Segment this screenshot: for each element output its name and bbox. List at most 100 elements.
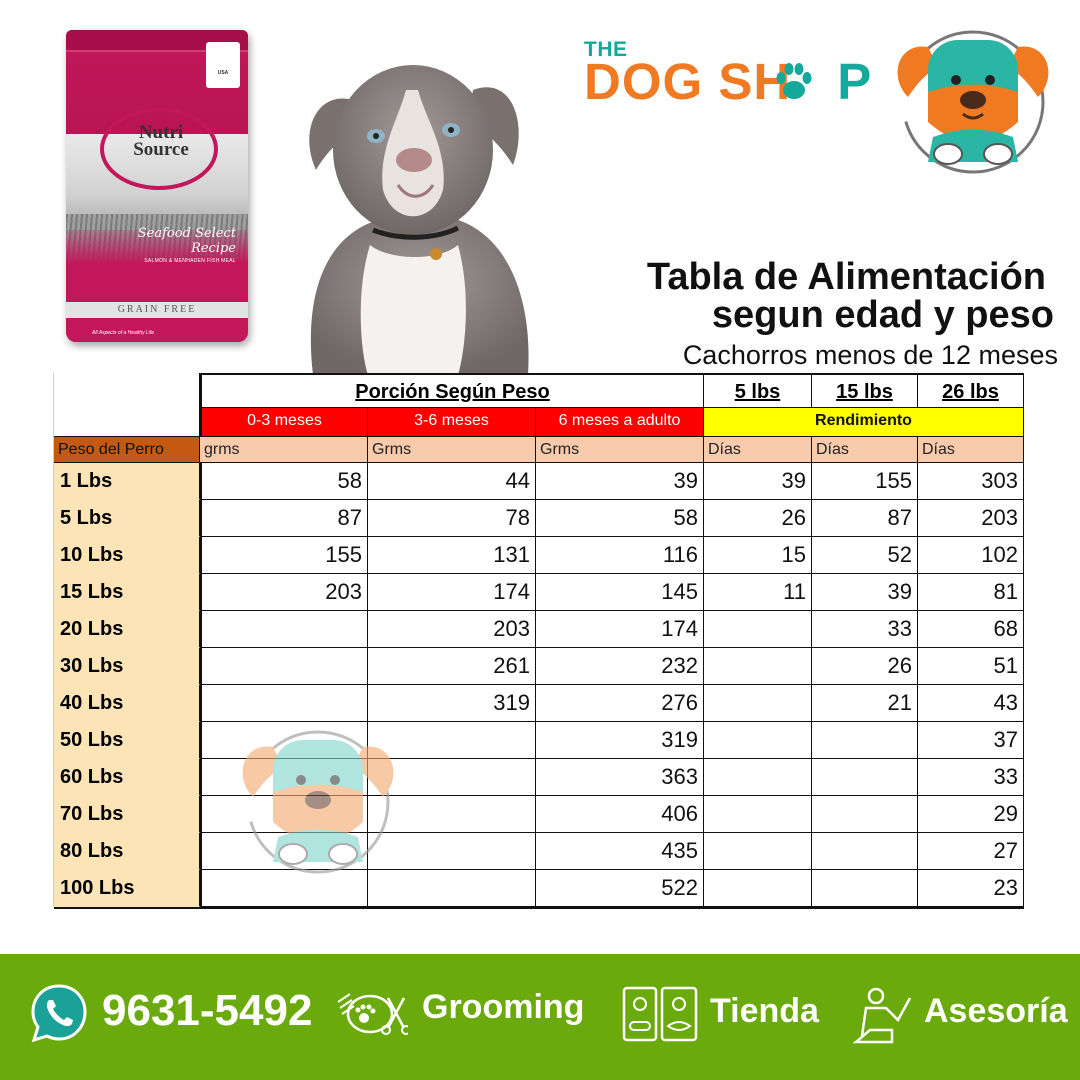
- table-cell: 319: [368, 685, 536, 722]
- row-label: 100 Lbs: [54, 870, 200, 907]
- table-cell: [704, 648, 812, 685]
- table-cell: 81: [918, 574, 1024, 611]
- table-cell: [812, 870, 918, 907]
- row-label: 1 Lbs: [54, 463, 200, 500]
- table-cell: 29: [918, 796, 1024, 833]
- table-bottom-border: [54, 907, 1024, 909]
- table-cell: 203: [918, 500, 1024, 537]
- whatsapp-icon[interactable]: [28, 982, 90, 1044]
- table-cell: 58: [536, 500, 704, 537]
- unit-header-5: Días: [812, 437, 918, 463]
- table-cell: 87: [812, 500, 918, 537]
- paw-icon: [776, 63, 812, 99]
- table-cell: [200, 685, 368, 722]
- table-cell: 145: [536, 574, 704, 611]
- table-cell: 303: [918, 463, 1024, 500]
- row-label: 60 Lbs: [54, 759, 200, 796]
- table-cell: [368, 833, 536, 870]
- row-label: 15 Lbs: [54, 574, 200, 611]
- unit-header-2: Grms: [368, 437, 536, 463]
- bag-brand-name: Nutri Source: [133, 122, 189, 160]
- table-cell: [200, 870, 368, 907]
- table-cell: 155: [200, 537, 368, 574]
- service-asesoria[interactable]: Asesoría: [924, 992, 1068, 1030]
- table-cell: 39: [536, 463, 704, 500]
- age-header-0: 0-3 meses: [200, 408, 368, 437]
- table-cell: 43: [918, 685, 1024, 722]
- table-cell: 33: [812, 611, 918, 648]
- bag-lower-panel: [66, 230, 248, 342]
- bag-tagline: All Aspects of a Healthy Life: [92, 330, 155, 336]
- table-cell: 26: [704, 500, 812, 537]
- table-cell: 435: [536, 833, 704, 870]
- group-header: Porción Según Peso: [200, 373, 704, 408]
- row-label: 70 Lbs: [54, 796, 200, 833]
- table-cell: 363: [536, 759, 704, 796]
- table-cell: 174: [536, 611, 704, 648]
- table-cell: [368, 870, 536, 907]
- phone-number[interactable]: 9631-5492: [102, 986, 313, 1035]
- row-label: 80 Lbs: [54, 833, 200, 870]
- weight-column-header: Peso del Perro: [54, 437, 200, 463]
- table-cell: 11: [704, 574, 812, 611]
- service-grooming[interactable]: Grooming: [422, 988, 585, 1026]
- table-cell: 15: [704, 537, 812, 574]
- bag-recipe-sub: SALMON & MENHADEN FISH MEAL: [144, 258, 236, 264]
- table-cell: 232: [536, 648, 704, 685]
- table-cell: 155: [812, 463, 918, 500]
- page-subtitle: Cachorros menos de 12 meses: [682, 340, 1058, 370]
- dog-food-bag: USA Nutri Source Seafood Select Recipe S…: [66, 30, 248, 342]
- row-label: 20 Lbs: [54, 611, 200, 648]
- table-cell: [368, 722, 536, 759]
- table-cell: [704, 722, 812, 759]
- size-header-2: 26 lbs: [918, 373, 1024, 408]
- table-cell: 522: [536, 870, 704, 907]
- age-header-1: 3-6 meses: [368, 408, 536, 437]
- table-cell: 33: [918, 759, 1024, 796]
- dog-mascot-logo: [897, 30, 1049, 174]
- unit-header-4: Días: [704, 437, 812, 463]
- table-cell: 58: [200, 463, 368, 500]
- table-cell: [704, 796, 812, 833]
- table-cell: 39: [812, 574, 918, 611]
- row-label: 30 Lbs: [54, 648, 200, 685]
- brand-wordmark: DOG SH P: [584, 52, 872, 111]
- table-cell: [200, 796, 368, 833]
- row-label: 5 Lbs: [54, 500, 200, 537]
- bag-logo-ring: [100, 108, 218, 190]
- table-cell: [812, 796, 918, 833]
- row-label: 10 Lbs: [54, 537, 200, 574]
- table-cell: 26: [812, 648, 918, 685]
- table-cell: [812, 833, 918, 870]
- page-title-line2: segun edad y peso: [711, 294, 1054, 336]
- yield-header: Rendimiento: [704, 408, 1024, 437]
- table-cell: [704, 870, 812, 907]
- table-cell: 174: [368, 574, 536, 611]
- feeding-table: Porción Según Peso 5 lbs 15 lbs 26 lbs 0-3 m…: [53, 373, 1024, 913]
- table-cell: [704, 685, 812, 722]
- table-cell: 131: [368, 537, 536, 574]
- table-cell: 102: [918, 537, 1024, 574]
- store-icon: [622, 986, 698, 1042]
- row-label: 50 Lbs: [54, 722, 200, 759]
- table-cell: 27: [918, 833, 1024, 870]
- table-cell: 37: [918, 722, 1024, 759]
- bag-recipe-name: Seafood Select Recipe: [137, 226, 236, 256]
- table-left-gridline: [53, 373, 54, 907]
- service-tienda[interactable]: Tienda: [710, 992, 819, 1030]
- table-cell: 21: [812, 685, 918, 722]
- table-cell: 39: [704, 463, 812, 500]
- table-cell: [704, 611, 812, 648]
- table-cell: 87: [200, 500, 368, 537]
- row-label: 40 Lbs: [54, 685, 200, 722]
- unit-header-6: Días: [918, 437, 1024, 463]
- brand-letter-p: P: [837, 53, 873, 110]
- advisor-icon: [852, 987, 912, 1044]
- table-cell: 68: [918, 611, 1024, 648]
- puppy-photo: [309, 65, 529, 375]
- brand-dog-shop: DOG SH: [584, 53, 792, 110]
- table-cell: [812, 722, 918, 759]
- brand-the: THE: [584, 38, 628, 61]
- table-cell: [200, 611, 368, 648]
- table-cell: [368, 796, 536, 833]
